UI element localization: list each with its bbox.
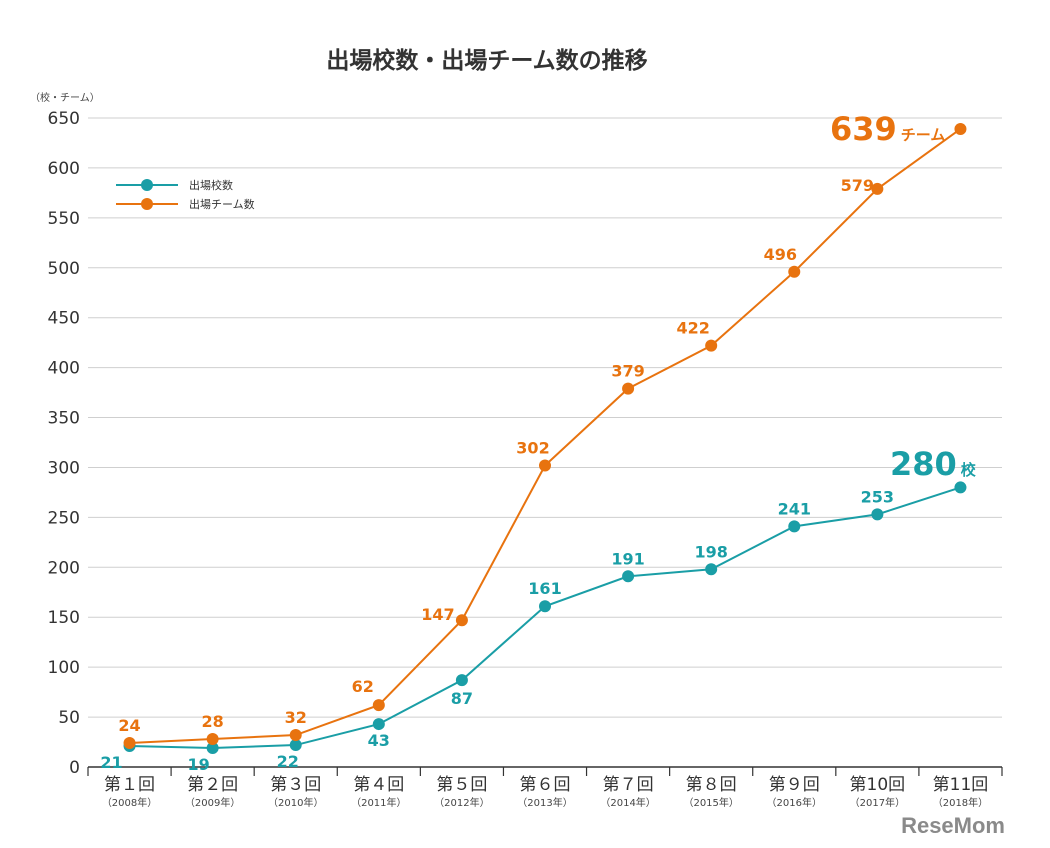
x-tick-label: 第11回 [933,775,989,795]
data-label: 579 [841,176,874,195]
data-point [622,382,635,395]
y-tick-label: 200 [48,558,80,578]
data-label: 161 [528,579,561,598]
data-label: 191 [611,549,644,568]
y-tick-label: 400 [48,359,80,379]
y-tick-label: 600 [48,159,80,179]
data-point [705,339,718,352]
data-point [289,739,302,752]
data-point [372,699,385,712]
data-label: 62 [352,677,374,696]
x-tick-label: 第３回 [270,775,321,795]
final-value-annotation: 639 チーム [830,110,945,148]
x-tick-sublabel: （2018年） [933,796,988,809]
y-tick-label: 150 [48,608,80,628]
y-tick-label: 100 [48,658,80,678]
data-point [123,737,136,750]
x-tick-sublabel: （2008年） [102,796,157,809]
x-tick-label: 第８回 [686,775,737,795]
x-tick-label: 第２回 [187,775,238,795]
y-tick-label: 350 [48,409,80,429]
data-point [455,614,468,627]
x-tick-sublabel: （2010年） [268,796,323,809]
data-label: 22 [277,752,299,771]
y-tick-label: 500 [48,259,80,279]
data-label: 28 [202,712,224,731]
x-tick-label: 第７回 [603,775,654,795]
x-tick-label: 第１回 [104,775,155,795]
data-point [539,459,551,472]
x-tick-sublabel: （2015年） [683,796,738,809]
y-tick-label: 300 [48,458,80,478]
data-point [622,570,635,583]
data-label: 147 [421,605,454,624]
legend-marker [141,179,153,191]
x-tick-label: 第６回 [520,775,571,795]
legend-label: 出場校数 [189,178,233,192]
data-point [455,674,468,687]
data-point [539,600,551,613]
legend-marker [141,198,153,210]
data-label: 87 [451,689,473,708]
y-tick-label: 0 [69,758,80,778]
final-value-annotation: 280 校 [890,445,977,483]
data-label: 19 [188,755,210,774]
x-tick-sublabel: （2017年） [850,796,905,809]
data-label: 302 [516,438,549,457]
chart-title: 出場校数・出場チーム数の推移 [326,47,647,74]
y-tick-label: 450 [48,309,80,329]
data-label: 43 [368,731,390,750]
y-tick-label: 650 [48,109,80,129]
data-point [788,265,801,278]
data-point [871,508,884,521]
data-label: 32 [285,708,307,727]
y-tick-label: 550 [48,209,80,229]
data-label: 198 [694,542,727,561]
data-point [871,182,884,195]
data-label: 253 [861,487,894,506]
data-point [206,733,219,746]
data-point [954,122,967,135]
data-label: 496 [764,245,797,264]
x-tick-label: 第９回 [769,775,820,795]
data-point [954,481,967,494]
y-tick-label: 50 [58,708,80,728]
data-point [372,718,385,731]
x-tick-sublabel: （2012年） [434,796,489,809]
x-tick-sublabel: （2013年） [517,796,572,809]
y-tick-label: 250 [48,508,80,528]
data-point [289,729,302,742]
x-tick-label: 第４回 [353,775,404,795]
data-label: 241 [778,499,811,518]
x-tick-sublabel: （2016年） [767,796,822,809]
x-tick-sublabel: （2011年） [351,796,406,809]
data-label: 379 [611,362,644,381]
data-point [705,563,718,576]
x-tick-sublabel: （2009年） [185,796,240,809]
data-point [206,742,219,755]
x-tick-sublabel: （2014年） [600,796,655,809]
legend-label: 出場チーム数 [189,197,255,211]
data-point [788,520,801,533]
data-label: 24 [118,716,140,735]
data-label: 422 [676,319,709,338]
x-tick-label: 第10回 [850,775,906,795]
series-line [129,128,962,745]
y-axis-unit-label: （校・チーム） [30,91,100,104]
resemom-logo: ReseMom [901,813,1005,838]
data-label: 21 [100,753,122,772]
x-tick-label: 第５回 [436,775,487,795]
